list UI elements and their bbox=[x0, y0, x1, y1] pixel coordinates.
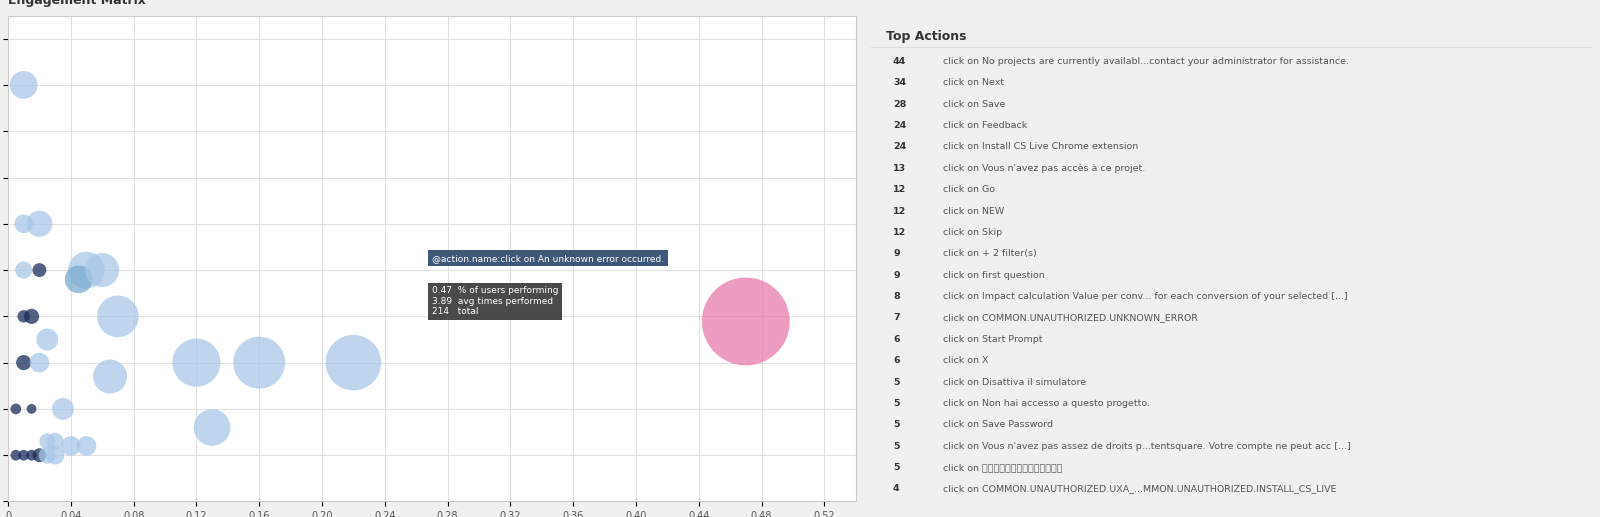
Text: 9: 9 bbox=[893, 249, 899, 258]
Text: click on NEW: click on NEW bbox=[944, 206, 1005, 216]
Point bbox=[3, 451, 29, 459]
Text: click on No projects are currently availabl...contact your administrator for ass: click on No projects are currently avail… bbox=[944, 57, 1349, 66]
Text: click on Vous n'avez pas assez de droits p...tentsquare. Votre compte ne peut ac: click on Vous n'avez pas assez de droits… bbox=[944, 442, 1352, 451]
Point bbox=[42, 437, 67, 446]
Text: click on Non hai accesso a questo progetto.: click on Non hai accesso a questo proget… bbox=[944, 399, 1150, 408]
Text: Engagement Matrix: Engagement Matrix bbox=[8, 0, 146, 7]
Point bbox=[11, 266, 37, 274]
Text: 12: 12 bbox=[893, 206, 906, 216]
Text: 5: 5 bbox=[893, 399, 899, 408]
Text: 12: 12 bbox=[893, 185, 906, 194]
Text: click on Save Password: click on Save Password bbox=[944, 420, 1053, 429]
Text: 12: 12 bbox=[893, 228, 906, 237]
Point bbox=[35, 336, 61, 344]
Text: click on Install CS Live Chrome extension: click on Install CS Live Chrome extensio… bbox=[944, 142, 1139, 151]
Point bbox=[19, 312, 45, 321]
Point bbox=[66, 275, 91, 283]
Point bbox=[19, 405, 45, 413]
Text: click on Impact calculation Value per conv... for each conversion of your select: click on Impact calculation Value per co… bbox=[944, 292, 1349, 301]
Point bbox=[246, 358, 272, 367]
Point bbox=[98, 372, 123, 381]
Point bbox=[11, 451, 37, 459]
Text: click on Go: click on Go bbox=[944, 185, 995, 194]
Point bbox=[35, 451, 61, 459]
Text: click on Start Prompt: click on Start Prompt bbox=[944, 335, 1043, 344]
Text: click on Save: click on Save bbox=[944, 100, 1006, 109]
Text: 7: 7 bbox=[893, 313, 899, 323]
Text: click on Disattiva il simulatore: click on Disattiva il simulatore bbox=[944, 377, 1086, 387]
Point bbox=[27, 451, 53, 459]
Point bbox=[74, 442, 99, 450]
Point bbox=[19, 451, 45, 459]
Text: 9: 9 bbox=[893, 270, 899, 280]
Text: click on 不明なエラーが発生しました。: click on 不明なエラーが発生しました。 bbox=[944, 463, 1062, 472]
Text: click on Vous n'avez pas accès à ce projet.: click on Vous n'avez pas accès à ce proj… bbox=[944, 164, 1146, 173]
Point bbox=[11, 358, 37, 367]
Text: click on + 2 filter(s): click on + 2 filter(s) bbox=[944, 249, 1037, 258]
Text: Top Actions: Top Actions bbox=[886, 30, 966, 43]
Point bbox=[3, 405, 29, 413]
Text: click on COMMON.UNAUTHORIZED.UXA_...MMON.UNAUTHORIZED.INSTALL_CS_LIVE: click on COMMON.UNAUTHORIZED.UXA_...MMON… bbox=[944, 484, 1338, 494]
Point bbox=[42, 451, 67, 459]
Point bbox=[27, 266, 53, 274]
Text: 0.47  % of users performing
3.89  avg times performed
214   total: 0.47 % of users performing 3.89 avg time… bbox=[432, 286, 558, 316]
Text: 8: 8 bbox=[893, 292, 899, 301]
Text: 24: 24 bbox=[893, 121, 906, 130]
Point bbox=[11, 81, 37, 89]
Text: 5: 5 bbox=[893, 463, 899, 472]
Text: click on COMMON.UNAUTHORIZED.UNKNOWN_ERROR: click on COMMON.UNAUTHORIZED.UNKNOWN_ERR… bbox=[944, 313, 1198, 323]
Point bbox=[184, 358, 210, 367]
Text: 4: 4 bbox=[893, 484, 899, 494]
Text: 34: 34 bbox=[893, 78, 906, 87]
Point bbox=[341, 358, 366, 367]
Text: 5: 5 bbox=[893, 420, 899, 429]
Text: 28: 28 bbox=[893, 100, 907, 109]
Point bbox=[200, 423, 226, 432]
Text: 24: 24 bbox=[893, 142, 906, 151]
Point bbox=[35, 437, 61, 446]
Text: 6: 6 bbox=[893, 335, 899, 344]
Text: click on X: click on X bbox=[944, 356, 989, 365]
Point bbox=[11, 220, 37, 228]
Point bbox=[11, 312, 37, 321]
Text: 13: 13 bbox=[893, 164, 906, 173]
Point bbox=[74, 266, 99, 274]
Point bbox=[733, 317, 758, 326]
Point bbox=[50, 405, 75, 413]
Text: click on first question: click on first question bbox=[944, 270, 1045, 280]
Text: 6: 6 bbox=[893, 356, 899, 365]
Point bbox=[27, 220, 53, 228]
Text: click on Skip: click on Skip bbox=[944, 228, 1003, 237]
Point bbox=[58, 442, 83, 450]
Point bbox=[27, 358, 53, 367]
Text: 5: 5 bbox=[893, 377, 899, 387]
Point bbox=[90, 266, 115, 274]
Text: 5: 5 bbox=[893, 442, 899, 451]
Text: click on Next: click on Next bbox=[944, 78, 1005, 87]
Text: click on Feedback: click on Feedback bbox=[944, 121, 1027, 130]
Text: @action.name:click on An unknown error occurred.: @action.name:click on An unknown error o… bbox=[432, 254, 664, 263]
Text: 44: 44 bbox=[893, 57, 906, 66]
Point bbox=[106, 312, 131, 321]
